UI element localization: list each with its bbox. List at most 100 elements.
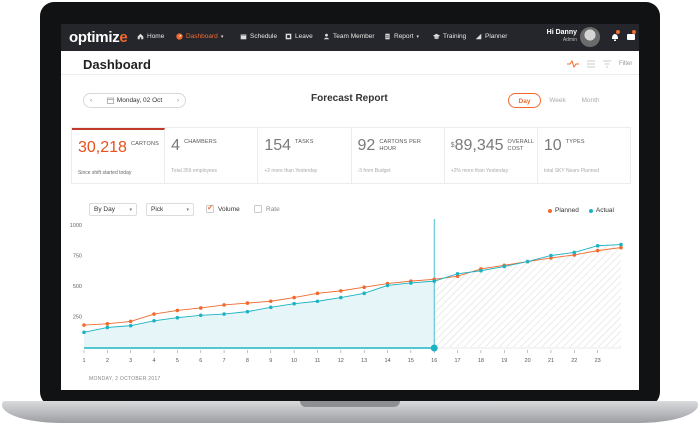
user-role: Admin: [562, 37, 577, 43]
chevron-down-icon: ▾: [129, 206, 132, 213]
kpi-overall-cost[interactable]: $89,345 OVERALL COST +2% more than Yesterd…: [445, 128, 538, 183]
current-time-marker: [430, 344, 438, 352]
data-point-planned: [175, 308, 180, 313]
metric-select[interactable]: Pick ▾: [146, 203, 194, 216]
data-point-actual: [362, 291, 366, 296]
date-picker-value: Monday, 02 Oct: [106, 97, 162, 104]
checkbox-checked[interactable]: [206, 203, 214, 213]
nav-label: Training: [443, 33, 467, 40]
group-by-select[interactable]: By Day ▾: [89, 203, 137, 216]
nav-item-report[interactable]: Report ▾: [384, 33, 419, 40]
kpi-chambers[interactable]: 4 CHAMBERS Total 359 employees: [165, 128, 259, 183]
data-point-actual: [385, 283, 390, 288]
nav-item-dashboard[interactable]: Dashboard ▾: [176, 33, 223, 40]
laptop-base: [2, 401, 698, 423]
chevron-left-icon[interactable]: ‹: [90, 97, 93, 104]
x-tick-label: 4: [153, 358, 156, 364]
nav-item-home[interactable]: Home: [137, 33, 164, 40]
chat-icon[interactable]: [626, 32, 636, 42]
kpi-sub: Since shift started today: [78, 170, 132, 176]
nav-label: Report: [394, 33, 414, 40]
data-point-actual: [198, 313, 203, 318]
data-point-planned: [105, 322, 110, 326]
chart-legend: Planned Actual: [548, 207, 614, 214]
message-dot: [632, 30, 636, 34]
user-greeting: Hi Danny Admin: [541, 29, 577, 43]
nav-item-schedule[interactable]: Schedule: [240, 33, 277, 40]
kpi-label: CARTONS PER HOUR: [379, 139, 422, 152]
data-point-planned: [198, 306, 203, 310]
period-week[interactable]: Week: [549, 97, 566, 104]
kpi-value: 10: [543, 137, 562, 154]
volume-checkbox[interactable]: Volume: [206, 203, 240, 213]
top-nav: optimize Home Dashboard ▾ Schedule Leave…: [61, 24, 639, 51]
kpi-label: TYPES: [565, 139, 585, 145]
data-point-planned: [315, 291, 320, 296]
nav-item-team-member[interactable]: Team Member: [323, 33, 375, 40]
leave-icon: [285, 33, 292, 40]
home-icon: [137, 33, 144, 40]
data-point-actual: [268, 305, 273, 310]
y-tick-label: 500: [73, 284, 82, 290]
x-tick-label: 3: [129, 358, 132, 364]
planner-icon: [475, 33, 482, 40]
report-icon: [385, 33, 390, 40]
kpi-value: 4: [171, 137, 181, 154]
data-point-actual: [619, 242, 623, 247]
nav-label: Schedule: [250, 33, 278, 40]
checkbox-unchecked[interactable]: [254, 205, 262, 213]
kpi-sub: +2% more than Yesterday: [450, 168, 509, 174]
x-tick-label: 23: [595, 358, 601, 364]
nav-item-planner[interactable]: Planner: [475, 33, 507, 40]
data-point-actual: [432, 279, 437, 283]
nav-item-training[interactable]: Training: [433, 33, 466, 40]
legend-planned: Planned: [548, 207, 579, 214]
data-point-planned: [152, 312, 156, 316]
checkbox-label: Volume: [218, 205, 240, 213]
date-picker[interactable]: ‹ Monday, 02 Oct ›: [83, 93, 186, 108]
kpi-label: OVERALL COST: [507, 139, 535, 152]
x-tick-label: 9: [269, 358, 272, 364]
rate-checkbox[interactable]: Rate: [254, 205, 280, 213]
data-point-actual: [549, 253, 553, 258]
nav-label: Team Member: [333, 33, 375, 40]
chevron-right-icon[interactable]: ›: [176, 97, 179, 104]
period-month[interactable]: Month: [581, 97, 600, 104]
x-tick-label: 21: [548, 358, 554, 364]
list-icon[interactable]: [587, 60, 595, 68]
pulse-icon[interactable]: [567, 60, 579, 68]
data-point-planned: [362, 285, 366, 290]
kpi-cartons[interactable]: 30,218 CARTONS Since shift started today: [72, 128, 166, 183]
app-logo[interactable]: optimize: [69, 29, 128, 46]
x-tick-label: 5: [176, 358, 179, 364]
filter-icon[interactable]: [603, 60, 611, 68]
bell-icon[interactable]: [610, 32, 620, 42]
greeting-text: Hi Danny: [546, 29, 577, 36]
data-point-actual: [595, 243, 600, 248]
period-day[interactable]: Day: [508, 93, 541, 108]
data-point-planned: [222, 303, 226, 307]
kpi-types[interactable]: 10 TYPES total SKY Nears Planned: [538, 128, 630, 183]
kpi-cartons-per-hour[interactable]: 92 CARTONS PER HOUR -3 from Budget: [352, 128, 445, 183]
report-title: Forecast Report: [311, 93, 388, 104]
header-tools: Filter: [567, 60, 632, 68]
kpi-label: TASKS: [295, 139, 314, 145]
x-tick-label: 19: [501, 358, 507, 364]
page-title: Dashboard: [83, 57, 151, 72]
kpi-label: CHAMBERS: [184, 139, 217, 145]
data-point-planned: [619, 245, 623, 250]
data-point-actual: [455, 272, 460, 276]
data-point-actual: [128, 323, 133, 328]
dashboard-icon: [176, 33, 183, 40]
avatar[interactable]: [580, 27, 600, 47]
filter-label[interactable]: Filter: [619, 61, 633, 67]
calendar-icon: [106, 97, 114, 104]
kpi-value: 92: [357, 137, 376, 154]
kpi-sub: +2 more than Yesterday: [264, 168, 318, 174]
nav-item-leave[interactable]: Leave: [285, 33, 313, 40]
kpi-tasks[interactable]: 154 TASKS +2 more than Yesterday: [258, 128, 352, 183]
laptop-notch: [300, 401, 400, 407]
data-point-actual: [525, 259, 530, 264]
